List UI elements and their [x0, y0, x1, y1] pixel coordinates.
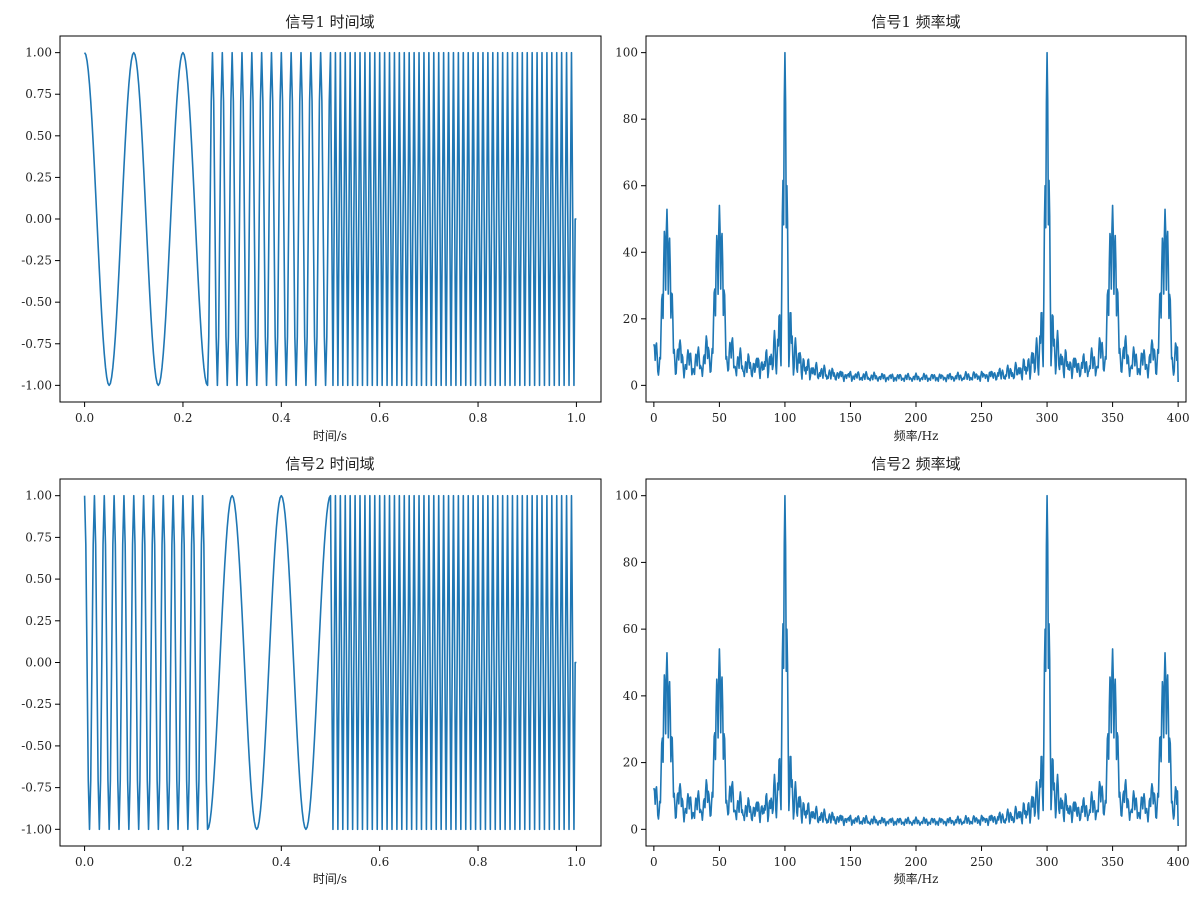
y-tick-label: -0.50 [21, 295, 52, 309]
x-tick-label: 0.8 [468, 411, 487, 425]
ticks-layer: 0 50 100 150 200 250 300 350 400 0 20 40 60 80 100 [615, 489, 1189, 869]
chart-title: 信号1 时间域 [285, 13, 374, 31]
x-tick-label: 1.0 [567, 855, 586, 869]
series-line [83, 51, 577, 387]
y-tick-label: 1.00 [25, 489, 52, 503]
y-tick-label: 20 [623, 312, 638, 326]
series-layer [83, 51, 577, 387]
chart-title: 信号2 时间域 [285, 455, 374, 473]
x-tick-label: 1.0 [567, 411, 586, 425]
ticks-layer: 0.0 0.2 0.4 0.6 0.8 1.0 -1.00 -0.75 -0.50 -0.25 0.… [21, 489, 586, 869]
panel-sig1-freq: 信号1 频率域 0 50 100 150 200 250 300 350 400 0 20 40 60 8… [615, 13, 1189, 443]
y-tick-label: 0 [630, 378, 638, 392]
x-tick-label: 300 [1036, 411, 1059, 425]
x-tick-label: 0.8 [468, 855, 487, 869]
x-tick-label: 0.6 [370, 411, 389, 425]
y-tick-label: 100 [615, 489, 638, 503]
chart-title: 信号1 频率域 [871, 13, 960, 31]
y-tick-label: -0.75 [21, 337, 52, 351]
y-tick-label: 60 [623, 622, 638, 636]
x-tick-label: 0.2 [173, 411, 192, 425]
y-tick-label: 20 [623, 756, 638, 770]
y-tick-label: 0 [630, 822, 638, 836]
y-tick-label: 100 [615, 46, 638, 60]
y-tick-label: 0.50 [25, 129, 52, 143]
y-tick-label: 40 [623, 245, 638, 259]
ticks-layer: 0 50 100 150 200 250 300 350 400 0 20 40 60 80 100 [615, 46, 1189, 425]
x-tick-label: 0 [650, 411, 658, 425]
y-tick-label: 80 [623, 555, 638, 569]
x-axis-label: 时间/s [313, 872, 347, 886]
x-tick-label: 0.4 [272, 411, 291, 425]
y-tick-label: -0.25 [21, 697, 52, 711]
x-axis-label: 时间/s [313, 429, 347, 443]
x-tick-label: 100 [773, 411, 796, 425]
y-tick-label: 0.50 [25, 572, 52, 586]
x-tick-label: 0.0 [75, 411, 94, 425]
series-line [653, 494, 1179, 827]
y-tick-label: 0.00 [25, 212, 52, 226]
y-tick-label: 0.75 [25, 530, 52, 544]
y-tick-label: 80 [623, 112, 638, 126]
y-tick-label: -0.75 [21, 781, 52, 795]
series-line [653, 51, 1179, 383]
x-tick-label: 0.2 [173, 855, 192, 869]
x-tick-label: 400 [1167, 411, 1190, 425]
y-tick-label: -0.25 [21, 254, 52, 268]
y-tick-label: 0.25 [25, 170, 52, 184]
chart-title: 信号2 频率域 [871, 455, 960, 473]
x-tick-label: 350 [1101, 411, 1124, 425]
y-tick-label: 0.00 [25, 656, 52, 670]
x-tick-label: 0 [650, 855, 658, 869]
x-tick-label: 0.0 [75, 855, 94, 869]
x-tick-label: 100 [773, 855, 796, 869]
x-axis-label: 频率/Hz [894, 871, 939, 886]
y-tick-label: -1.00 [21, 378, 52, 392]
ticks-layer: 0.0 0.2 0.4 0.6 0.8 1.0 -1.00 -0.75 -0.50 -0.25 0.… [21, 46, 586, 425]
series-layer [653, 494, 1179, 827]
series-line [83, 494, 577, 831]
x-tick-label: 300 [1036, 855, 1059, 869]
x-tick-label: 50 [712, 855, 727, 869]
panel-sig2-time: 信号2 时间域 0.0 0.2 0.4 0.6 0.8 1.0 -1.00 -0.75 -0.5… [21, 455, 602, 886]
y-tick-label: 0.25 [25, 614, 52, 628]
x-tick-label: 150 [839, 855, 862, 869]
x-tick-label: 0.6 [370, 855, 389, 869]
x-tick-label: 250 [970, 855, 993, 869]
x-tick-label: 150 [839, 411, 862, 425]
x-tick-label: 50 [712, 411, 727, 425]
x-tick-label: 400 [1167, 855, 1190, 869]
x-tick-label: 250 [970, 411, 993, 425]
y-tick-label: 1.00 [25, 46, 52, 60]
series-layer [653, 51, 1179, 383]
series-layer [83, 494, 577, 831]
x-tick-label: 200 [905, 855, 928, 869]
x-tick-label: 200 [905, 411, 928, 425]
x-tick-label: 0.4 [272, 855, 291, 869]
x-tick-label: 350 [1101, 855, 1124, 869]
y-tick-label: -1.00 [21, 822, 52, 836]
y-tick-label: 0.75 [25, 87, 52, 101]
y-tick-label: -0.50 [21, 739, 52, 753]
x-axis-label: 频率/Hz [894, 428, 939, 443]
y-tick-label: 40 [623, 689, 638, 703]
y-tick-label: 60 [623, 179, 638, 193]
panel-sig2-freq: 信号2 频率域 0 50 100 150 200 250 300 350 400 0 20 40 60 8… [615, 455, 1189, 886]
panel-sig1-time: 信号1 时间域 0.0 0.2 0.4 0.6 0.8 1.0 -1.00 -0.75 -0.5… [21, 13, 602, 443]
